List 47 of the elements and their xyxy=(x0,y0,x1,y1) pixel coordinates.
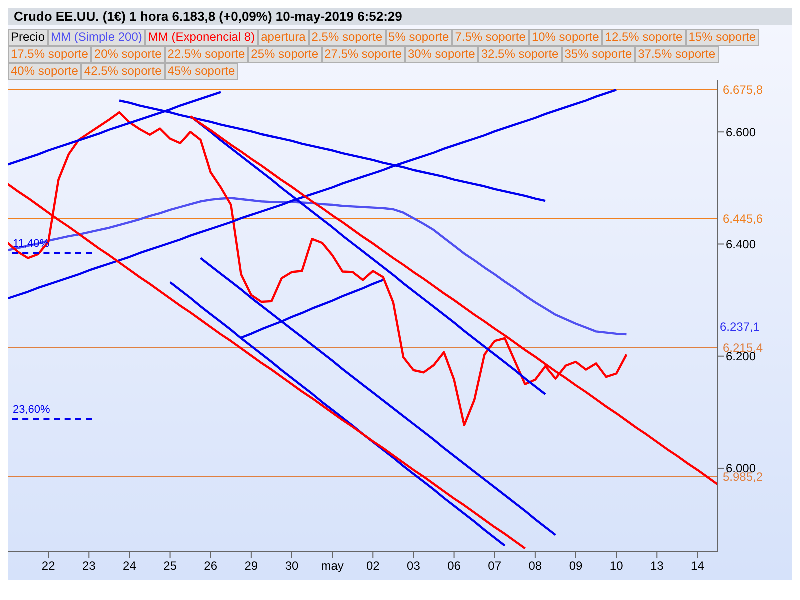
text: Precio xyxy=(8,29,48,46)
text: MM (Exponencial 8) xyxy=(145,29,258,46)
ref-line-label: 6.675,8 xyxy=(723,82,764,97)
text: 7.5% soporte xyxy=(452,29,529,46)
x-tick-label: 03 xyxy=(407,559,421,573)
x-tick-label: 06 xyxy=(448,559,462,573)
text: 2.5% soporte xyxy=(308,29,386,46)
text: apertura xyxy=(258,29,309,46)
x-tick-label: 26 xyxy=(204,559,218,573)
text: MM (Simple 200) xyxy=(48,29,146,46)
x-tick-label: 23 xyxy=(82,559,96,573)
text: 12.5% soporte xyxy=(602,29,686,46)
text: 5% soporte xyxy=(386,29,452,46)
x-tick-label: 25 xyxy=(164,559,178,573)
ref-line-label: 6.445,6 xyxy=(723,212,764,226)
text: 45% soporte xyxy=(164,63,238,80)
x-tick-label: 24 xyxy=(123,559,137,573)
chart-title: Crudo EE.UU. (1€) 1 hora 6.183,8 (+0,09%) 10-may-2019 6:52:29 xyxy=(8,8,792,25)
text: 10% soporte xyxy=(528,29,602,46)
text: 20% soporte xyxy=(91,46,165,63)
text: 25% soporte xyxy=(248,46,322,63)
x-tick-label: may xyxy=(321,559,344,573)
x-tick-label: 02 xyxy=(366,559,380,573)
text: 35% soporte xyxy=(562,46,636,63)
text: 27.5% soporte xyxy=(322,46,405,63)
text: 22.5% soporte xyxy=(164,46,248,63)
text: 17.5% soporte xyxy=(8,46,92,63)
text: 37.5% soporte xyxy=(635,46,719,63)
x-tick-label: 13 xyxy=(650,559,664,573)
x-tick-label: 09 xyxy=(569,559,583,573)
x-tick-label: 22 xyxy=(42,559,56,573)
ref-line-label: 6.215,4 xyxy=(723,340,764,355)
text: 15% soporte xyxy=(686,29,760,46)
x-tick-label: 10 xyxy=(610,559,624,573)
x-tick-label: 07 xyxy=(488,559,502,573)
text: 40% soporte xyxy=(8,63,82,80)
text: 30% soporte xyxy=(404,46,478,63)
y-tick-label: 6.400 xyxy=(726,238,756,252)
x-tick-label: 30 xyxy=(285,559,299,573)
x-tick-label: 14 xyxy=(691,559,705,573)
text: 32.5% soporte xyxy=(478,46,562,63)
annotation: 23,60% xyxy=(12,404,52,416)
x-tick-label: 29 xyxy=(244,559,258,573)
text: 42.5% soporte xyxy=(81,63,165,80)
x-tick-label: 08 xyxy=(528,559,542,573)
y-tick-label: 6.600 xyxy=(726,125,756,140)
text: 6.237,1 xyxy=(720,320,760,334)
